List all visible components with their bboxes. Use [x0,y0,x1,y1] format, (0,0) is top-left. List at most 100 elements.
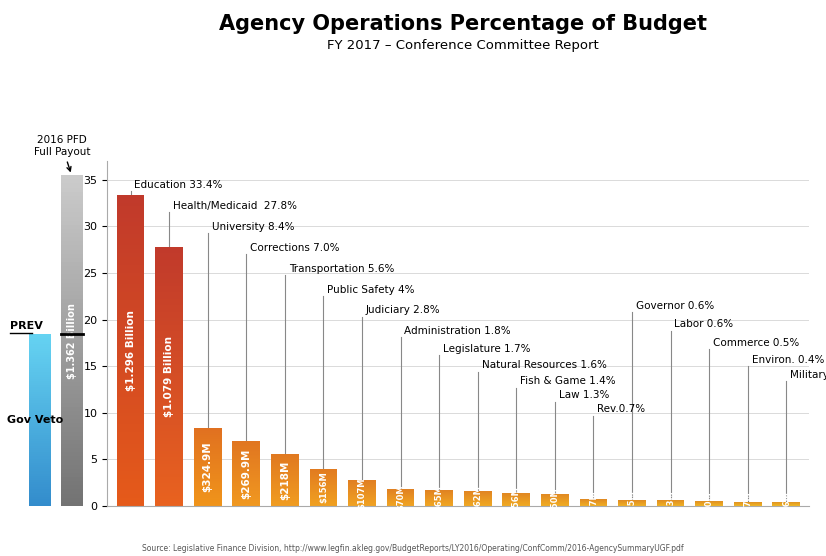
Bar [116,358,145,362]
Text: $269.9M: $269.9M [241,448,251,499]
Bar [194,446,221,447]
Bar [155,292,183,296]
Bar [271,471,299,472]
Bar [29,396,51,398]
Bar [194,488,221,489]
Text: Governor 0.6%: Governor 0.6% [636,301,714,311]
Bar [271,460,299,461]
Bar [232,486,260,487]
Bar [232,467,260,468]
Bar [271,476,299,477]
Bar [60,448,83,452]
Bar [29,349,51,351]
Bar [116,502,145,506]
Bar [271,499,299,500]
Text: $50M: $50M [550,487,559,513]
Bar [155,386,183,389]
Bar [155,334,183,337]
Bar [271,485,299,486]
Bar [116,424,145,428]
Bar [155,325,183,328]
Text: $1.296 Billion: $1.296 Billion [126,310,135,391]
Bar [116,467,145,471]
Bar [271,494,299,495]
Bar [232,446,260,447]
Bar [60,361,83,365]
Bar [155,337,183,341]
Bar [194,495,221,496]
Bar [155,419,183,422]
Text: $107M: $107M [358,477,367,509]
Bar [29,394,51,396]
Bar [116,214,145,218]
Bar [155,409,183,412]
Bar [232,505,260,506]
Text: $17M: $17M [743,491,752,517]
Bar [29,361,51,364]
Bar [232,501,260,502]
Bar [194,474,221,475]
Bar [116,370,145,374]
Bar [116,432,145,436]
Bar [29,484,51,486]
Bar [29,469,51,471]
Bar [155,286,183,289]
Bar [60,411,83,415]
Bar [60,316,83,320]
Bar [155,425,183,428]
Bar [155,276,183,279]
Bar [232,461,260,462]
Bar [116,253,145,257]
Bar [271,490,299,491]
Bar [232,444,260,445]
Bar [155,305,183,309]
Bar [29,336,51,338]
Bar [232,497,260,498]
Bar [29,366,51,368]
Bar [194,462,221,463]
Bar [155,364,183,367]
Text: 2016 PFD
Full Payout: 2016 PFD Full Payout [34,135,90,171]
Bar [155,357,183,360]
Bar [29,480,51,482]
Bar [194,503,221,504]
Bar [155,279,183,282]
Bar [155,480,183,483]
Bar [232,499,260,500]
Bar [155,367,183,370]
Bar [194,448,221,449]
Bar [155,490,183,493]
Bar [271,463,299,464]
Bar [60,262,83,266]
Bar [60,440,83,444]
Text: $65M: $65M [434,485,444,511]
Bar [232,485,260,486]
Bar [232,441,260,443]
Bar [116,463,145,467]
Bar [194,489,221,490]
Bar [271,496,299,497]
Bar [116,471,145,475]
Bar [232,463,260,464]
Bar [194,429,221,430]
Bar [194,461,221,462]
Bar [29,456,51,459]
Bar [29,340,51,342]
Bar [232,484,260,485]
Bar [29,439,51,441]
Bar [60,469,83,473]
Bar [60,212,83,216]
Bar [232,458,260,459]
Text: $62M: $62M [473,485,482,512]
Bar [29,474,51,476]
Bar [232,460,260,461]
Text: Gov Veto: Gov Veto [7,415,63,425]
Bar [60,386,83,390]
Bar [60,291,83,295]
Bar [116,284,145,288]
Bar [232,483,260,484]
Bar [60,485,83,489]
Bar [60,241,83,246]
Bar [194,465,221,466]
Bar [29,405,51,407]
